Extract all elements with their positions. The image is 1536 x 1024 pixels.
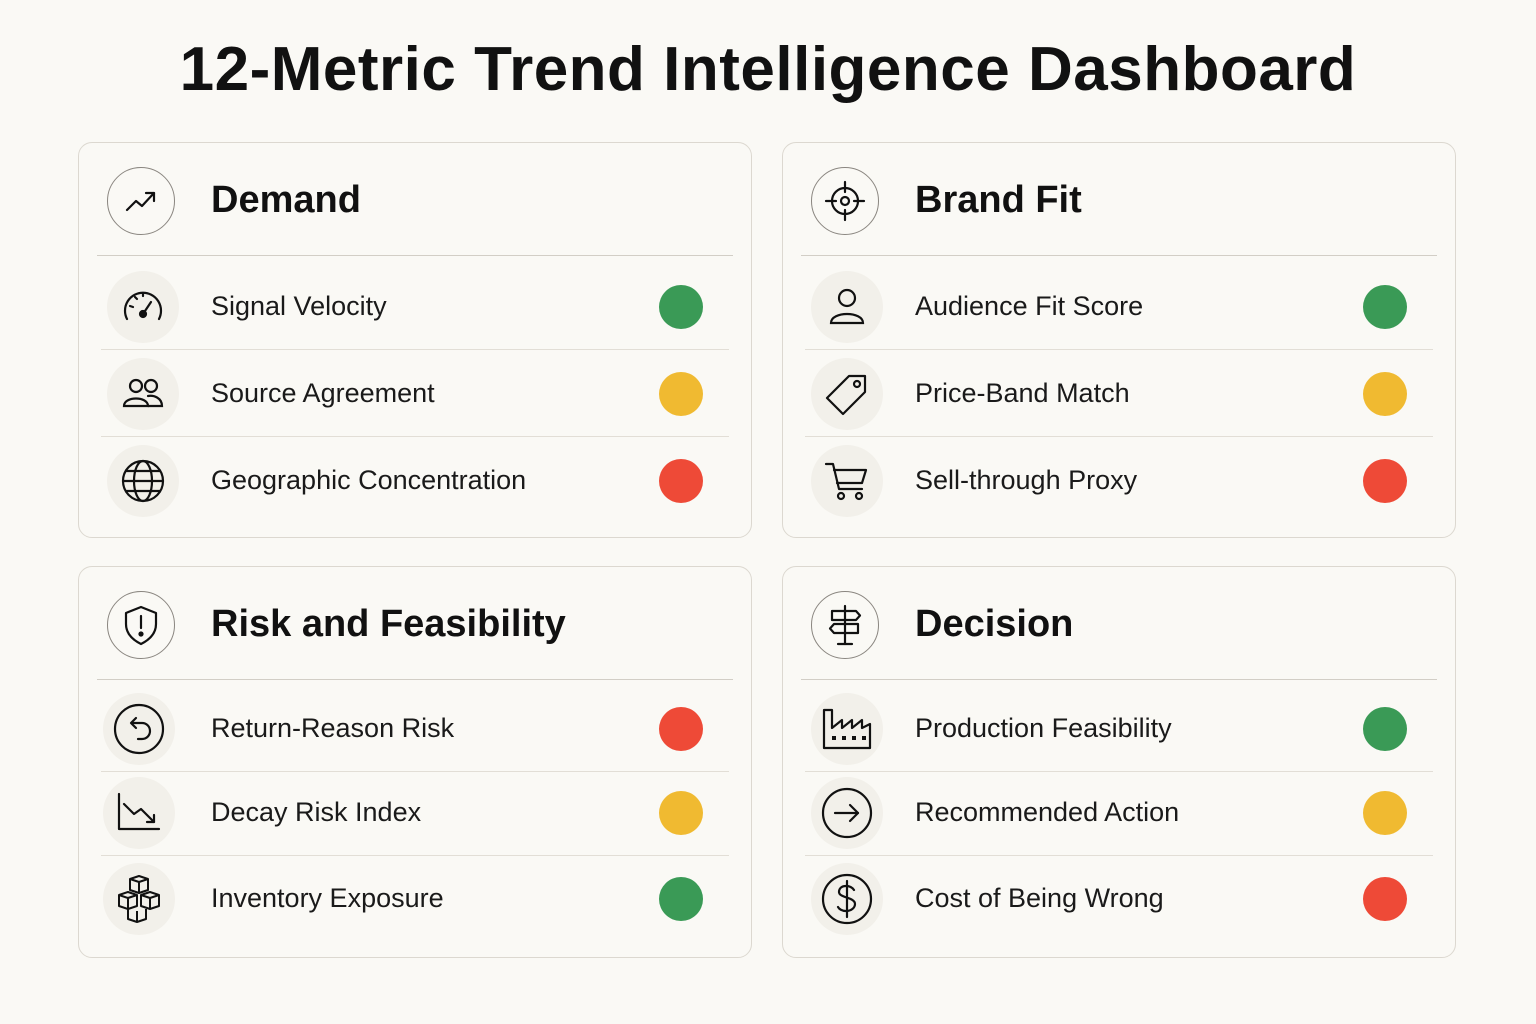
metric-label: Price-Band Match xyxy=(915,378,1130,408)
card-header: Brand Fit xyxy=(801,143,1437,256)
metric-row[interactable]: Recommended Action xyxy=(805,769,1433,856)
metric-row[interactable]: Price-Band Match xyxy=(805,350,1433,437)
metric-label: Inventory Exposure xyxy=(211,883,444,913)
metric-label: Cost of Being Wrong xyxy=(915,883,1164,913)
card-title: Demand xyxy=(211,179,361,221)
status-indicator xyxy=(1363,877,1407,921)
card-header: Risk and Feasibility xyxy=(97,567,733,680)
metric-row[interactable]: Production Feasibility xyxy=(805,685,1433,772)
metric-row[interactable]: Source Agreement xyxy=(101,350,729,437)
metric-label: Audience Fit Score xyxy=(915,291,1144,321)
status-indicator xyxy=(1363,459,1407,503)
dollar-circle-icon xyxy=(811,863,883,935)
card-header: Demand xyxy=(97,143,733,256)
metric-row[interactable]: Inventory Exposure xyxy=(101,855,729,941)
shopping-cart-icon xyxy=(811,445,883,517)
metric-label: Geographic Concentration xyxy=(211,465,527,495)
speedometer-icon xyxy=(107,271,179,343)
globe-icon xyxy=(107,445,179,517)
status-indicator xyxy=(1363,372,1407,416)
target-icon xyxy=(811,167,879,235)
person-icon xyxy=(811,271,883,343)
shield-alert-icon xyxy=(107,591,175,659)
card-header: Decision xyxy=(801,567,1437,680)
signpost-icon xyxy=(811,591,879,659)
metric-label: Decay Risk Index xyxy=(211,797,422,827)
status-indicator xyxy=(659,877,703,921)
metric-label: Recommended Action xyxy=(915,797,1180,827)
arrow-right-circle-icon xyxy=(811,777,883,849)
metric-label: Return-Reason Risk xyxy=(211,713,455,743)
card-decision: Decision Production Feasibility Recommen… xyxy=(782,566,1456,958)
users-icon xyxy=(107,358,179,430)
card-risk-and-feasibility: Risk and Feasibility Return-Reason Risk … xyxy=(78,566,752,958)
factory-icon xyxy=(811,693,883,765)
metric-row[interactable]: Return-Reason Risk xyxy=(101,685,729,772)
metric-row[interactable]: Audience Fit Score xyxy=(805,263,1433,350)
status-indicator xyxy=(1363,791,1407,835)
metric-row[interactable]: Signal Velocity xyxy=(101,263,729,350)
metric-label: Sell-through Proxy xyxy=(915,465,1138,495)
status-indicator xyxy=(659,285,703,329)
status-indicator xyxy=(659,707,703,751)
page-title: 12-Metric Trend Intelligence Dashboard xyxy=(179,35,1357,104)
metric-row[interactable]: Geographic Concentration xyxy=(101,437,729,523)
status-indicator xyxy=(659,459,703,503)
price-tag-icon xyxy=(811,358,883,430)
card-title: Decision xyxy=(915,603,1074,645)
boxes-icon xyxy=(103,863,175,935)
metric-label: Production Feasibility xyxy=(915,713,1172,743)
card-title: Risk and Feasibility xyxy=(211,603,566,645)
metric-row[interactable]: Sell-through Proxy xyxy=(805,437,1433,523)
status-indicator xyxy=(1363,707,1407,751)
metric-row[interactable]: Decay Risk Index xyxy=(101,769,729,856)
status-indicator xyxy=(659,372,703,416)
card-brand-fit: Brand Fit Audience Fit Score Price-Band … xyxy=(782,142,1456,538)
trend-up-icon xyxy=(107,167,175,235)
trend-down-icon xyxy=(103,777,175,849)
status-indicator xyxy=(659,791,703,835)
return-arrow-icon xyxy=(103,693,175,765)
card-title: Brand Fit xyxy=(915,179,1082,221)
status-indicator xyxy=(1363,285,1407,329)
metric-label: Source Agreement xyxy=(211,378,435,408)
metric-label: Signal Velocity xyxy=(211,291,387,321)
card-demand: Demand Signal Velocity Source Agreement xyxy=(78,142,752,538)
metric-row[interactable]: Cost of Being Wrong xyxy=(805,855,1433,941)
